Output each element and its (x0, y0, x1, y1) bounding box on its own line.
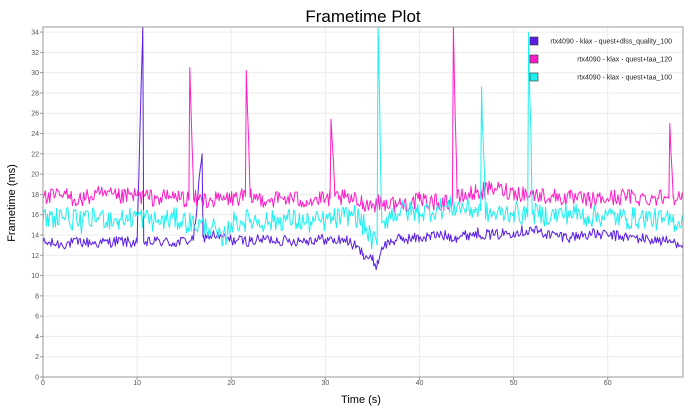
y-tick-label: 14 (31, 232, 39, 239)
legend: rtx4090 - klax - quest+dlss_quality_100r… (529, 36, 672, 82)
y-tick-label: 2 (35, 354, 39, 361)
y-tick-label: 18 (31, 192, 39, 199)
legend-swatch (529, 72, 539, 82)
legend-swatch (529, 36, 539, 46)
y-tick-label: 20 (31, 172, 39, 179)
x-axis-label: Time (s) (341, 394, 381, 406)
chart-title: Frametime Plot (305, 7, 421, 26)
series-line-quest-dlss-quality-100 (42, 26, 684, 271)
legend-label: rtx4090 - klax - quest+dlss_quality_100 (550, 39, 672, 46)
gridlines (42, 27, 683, 378)
y-tick-label: 12 (31, 253, 39, 260)
y-tick-label: 30 (31, 70, 39, 77)
y-tick-label: 24 (31, 131, 39, 138)
y-tick-label: 6 (35, 314, 39, 321)
y-tick-label: 10 (31, 273, 39, 280)
series-lines (42, 26, 684, 271)
y-tick-label: 0 (35, 375, 39, 382)
y-tick-label: 22 (31, 151, 39, 158)
x-tick-label: 0 (41, 380, 45, 387)
y-tick-label: 8 (35, 293, 39, 300)
x-tick-label: 30 (321, 380, 329, 387)
y-tick-label: 32 (31, 50, 39, 57)
x-tick-labels: 0 10 20 30 40 50 60 (41, 377, 612, 387)
plot-frame (42, 26, 684, 378)
y-tick-label: 4 (35, 334, 39, 341)
y-tick-label: 34 (31, 30, 39, 37)
x-tick-label: 40 (416, 380, 424, 387)
y-tick-label: 16 (31, 212, 39, 219)
x-tick-label: 50 (510, 380, 518, 387)
y-tick-label: 28 (31, 90, 39, 97)
y-tick-label: 26 (31, 111, 39, 118)
y-axis-label: Frametime (ms) (6, 164, 18, 242)
x-tick-label: 60 (604, 380, 612, 387)
legend-label: rtx4090 - klax - quest+taa_120 (577, 57, 672, 64)
series-line-quest-taa-120 (42, 26, 684, 213)
legend-swatch (529, 54, 539, 64)
series-line-quest-taa-100 (42, 26, 684, 250)
legend-label: rtx4090 - klax - quest+taa_100 (577, 75, 672, 82)
x-tick-label: 20 (227, 380, 235, 387)
x-tick-label: 10 (133, 380, 141, 387)
